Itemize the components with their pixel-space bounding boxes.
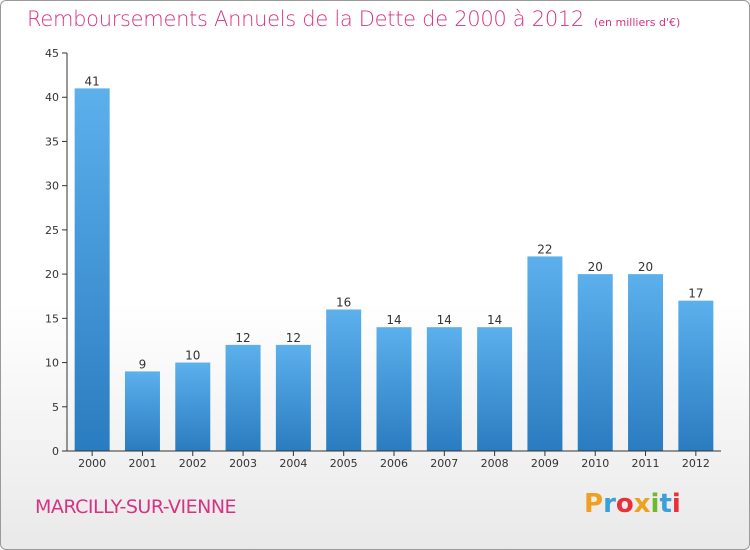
chart-title: Remboursements Annuels de la Dette de 20… (27, 7, 584, 31)
x-tick-label: 2004 (279, 457, 307, 470)
x-axis: 2000 2001 2002 2003 2004 2005 2006 2007 2008 2009… (67, 450, 721, 470)
logo-letter: i (671, 489, 681, 519)
bar-2002 (175, 362, 211, 451)
bar-value-label: 12 (286, 331, 301, 345)
y-tick-label: 35 (45, 135, 59, 148)
bar-2006 (376, 327, 412, 451)
x-tick-label: 2011 (632, 457, 660, 470)
x-tick-label: 2000 (78, 457, 106, 470)
bar-2005 (326, 309, 362, 451)
logo-letter: t (659, 489, 672, 519)
bar-value-label: 12 (235, 331, 250, 345)
x-tick-label: 2002 (179, 457, 207, 470)
bar-value-label: 16 (336, 295, 351, 309)
bar-value-label: 14 (386, 313, 401, 327)
bars-group: 41 9 10 12 12 16 14 14 14 22 20 20 17 (74, 74, 714, 451)
y-tick-label: 25 (45, 224, 59, 237)
bar-2009 (527, 256, 563, 451)
x-tick-label: 2006 (380, 457, 408, 470)
x-tick-label: 2012 (682, 457, 710, 470)
bar-value-label: 20 (638, 260, 653, 274)
bar-2012 (678, 300, 714, 451)
bar-value-label: 17 (688, 287, 703, 301)
bar-2011 (628, 274, 664, 451)
bar-value-label: 41 (85, 74, 100, 88)
bar-2010 (577, 274, 613, 451)
logo-letter: i (650, 489, 660, 519)
proxiti-logo: Proxiti (584, 489, 694, 525)
y-tick-label: 0 (52, 445, 59, 458)
bar-value-label: 22 (537, 242, 552, 256)
town-name: MARCILLY-SUR-VIENNE (35, 496, 237, 518)
chart-unit: (en milliers d'€) (594, 16, 681, 29)
logo-letter: x (633, 489, 651, 519)
y-tick-label: 20 (45, 268, 59, 281)
bar-2007 (426, 327, 462, 451)
y-tick-label: 30 (45, 180, 59, 193)
x-tick-label: 2007 (430, 457, 458, 470)
bar-value-label: 9 (139, 357, 147, 371)
bar-value-label: 10 (185, 349, 200, 363)
x-tick-label: 2005 (330, 457, 358, 470)
bar-2001 (124, 371, 160, 451)
bar-2000 (74, 88, 110, 451)
logo-letter: o (615, 489, 634, 519)
y-tick-label: 45 (45, 47, 59, 60)
bar-2003 (225, 344, 261, 451)
bar-2008 (477, 327, 513, 451)
y-tick-label: 15 (45, 312, 59, 325)
bar-value-label: 14 (437, 313, 452, 327)
x-tick-label: 2003 (229, 457, 257, 470)
y-tick-label: 10 (45, 357, 59, 370)
logo-letter: P (584, 489, 604, 519)
x-tick-label: 2009 (531, 457, 559, 470)
x-tick-label: 2001 (128, 457, 156, 470)
bar-value-label: 14 (487, 313, 502, 327)
bar-2004 (275, 344, 311, 451)
bar-value-label: 20 (588, 260, 603, 274)
y-tick-label: 40 (45, 91, 59, 104)
y-tick-label: 5 (52, 401, 59, 414)
y-axis: 0 5 10 15 20 25 30 35 40 45 (45, 47, 68, 458)
logo-letter: r (603, 489, 616, 519)
x-tick-label: 2010 (581, 457, 609, 470)
chart-title-block: Remboursements Annuels de la Dette de 20… (27, 7, 680, 31)
x-tick-label: 2008 (481, 457, 509, 470)
